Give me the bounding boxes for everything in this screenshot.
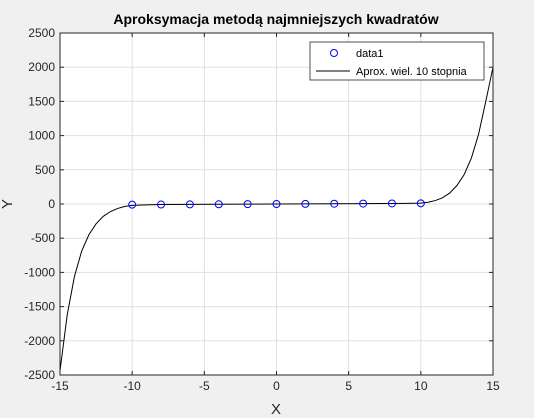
data-point (359, 199, 368, 208)
x-tick-label: 10 (414, 379, 428, 393)
fit-line (59, 67, 494, 371)
x-tick-label: -10 (123, 379, 141, 393)
y-tick-label: 0 (48, 197, 55, 211)
x-tick-label: -15 (51, 379, 69, 393)
y-tick-label: 2000 (28, 60, 55, 74)
legend-label-fit: Aprox. wiel. 10 stopnia (356, 66, 468, 78)
y-tick-label: 2500 (28, 26, 55, 40)
axis-ticks (59, 32, 494, 376)
y-tick-label: -1500 (24, 300, 55, 314)
y-tick-label: -2000 (24, 334, 55, 348)
x-tick-label: -5 (199, 379, 210, 393)
y-tick-label: -1000 (24, 265, 55, 279)
legend-marker-data1 (330, 49, 338, 57)
data-point (272, 200, 281, 208)
data-point (416, 199, 425, 208)
legend-box (309, 41, 485, 81)
data-point (128, 200, 137, 209)
y-tick-label: 1000 (28, 129, 55, 143)
y-axis-label: Y (0, 199, 16, 209)
series-layer (59, 67, 494, 371)
legend-label-data1: data1 (356, 48, 384, 60)
data-point (387, 199, 396, 208)
data-point (330, 199, 339, 208)
data-point (157, 200, 166, 209)
data-point (214, 200, 223, 209)
y-tick-label: 500 (35, 163, 55, 177)
x-axis-label: X (271, 401, 281, 418)
x-tick-label: 0 (273, 379, 280, 393)
x-tick-label: 5 (345, 379, 352, 393)
y-tick-label: -2500 (24, 368, 55, 382)
tick-labels: -15 -10 -5 0 5 10 15 -2500 -2000 -1500 -1000 -500 0 5… (24, 26, 500, 393)
legend: data1 Aprox. wiel. 10 stopnia (309, 41, 485, 81)
data-point (301, 199, 310, 208)
y-tick-label: -500 (31, 231, 55, 245)
data-point (243, 200, 252, 209)
data-point (185, 200, 194, 209)
y-tick-label: 1500 (28, 94, 55, 108)
chart-title: Aproksymacja metodą najmniejszych kwadra… (113, 11, 438, 27)
x-tick-label: 15 (486, 379, 500, 393)
